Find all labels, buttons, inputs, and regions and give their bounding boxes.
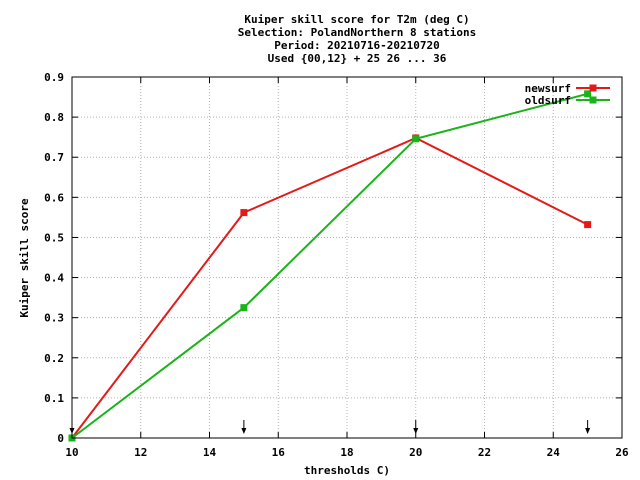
- data-point-oldsurf: [584, 90, 592, 98]
- chart-subtitle-period: Period: 20210716-20210720: [274, 39, 440, 52]
- threshold-arrow-head: [241, 428, 247, 434]
- data-point-oldsurf: [412, 135, 420, 143]
- y-axis-label: Kuiper skill score: [18, 198, 31, 318]
- threshold-arrow-head: [585, 428, 591, 434]
- y-tick-label: 0.2: [44, 352, 64, 365]
- x-tick-label: 22: [478, 446, 491, 459]
- y-tick-label: 0.9: [44, 71, 64, 84]
- threshold-arrow-head: [413, 428, 419, 434]
- series-line-newsurf: [71, 136, 589, 439]
- y-tick-label: 0.5: [44, 231, 64, 244]
- y-tick-label: 0.1: [44, 392, 64, 405]
- legend-label-newsurf: newsurf: [525, 82, 571, 95]
- x-tick-label: 20: [409, 446, 422, 459]
- data-point-newsurf: [584, 221, 592, 229]
- series-line-oldsurf: [71, 92, 588, 439]
- legend-label-oldsurf: oldsurf: [525, 94, 571, 107]
- threshold-markers: [69, 420, 591, 434]
- y-tick-label: 0: [57, 432, 64, 445]
- chart-subtitle-selection: Selection: PolandNorthern 8 stations: [238, 26, 476, 39]
- data-point-oldsurf: [240, 304, 248, 312]
- y-tick-label: 0.4: [44, 272, 64, 285]
- data-series: [68, 90, 592, 442]
- x-tick-label: 12: [134, 446, 147, 459]
- x-tick-label: 18: [340, 446, 353, 459]
- axis-ticks: 0 0.1 0.2 0.3 0.4 0.5 0.6 0.7 0.8 0.9 10 12 14 16 18 20…: [44, 71, 629, 459]
- plot-frame: [71, 76, 623, 439]
- y-tick-label: 0.3: [44, 312, 64, 325]
- x-tick-label: 16: [272, 446, 286, 459]
- data-point-newsurf: [240, 209, 248, 217]
- x-tick-label: 14: [203, 446, 217, 459]
- grid-lines: [72, 77, 622, 438]
- chart-title: Kuiper skill score for T2m (deg C): [244, 13, 469, 26]
- y-tick-label: 0.8: [44, 111, 64, 124]
- x-axis-label: thresholds C): [304, 464, 390, 477]
- x-tick-label: 24: [547, 446, 561, 459]
- legend-marker-oldsurf: [589, 96, 597, 104]
- legend-marker-newsurf: [589, 84, 597, 92]
- y-tick-label: 0.7: [44, 151, 64, 164]
- chart-subtitle-used: Used {00,12} + 25 26 ... 36: [268, 52, 447, 65]
- y-tick-label: 0.6: [44, 191, 64, 204]
- x-tick-label: 10: [65, 446, 78, 459]
- x-tick-label: 26: [615, 446, 629, 459]
